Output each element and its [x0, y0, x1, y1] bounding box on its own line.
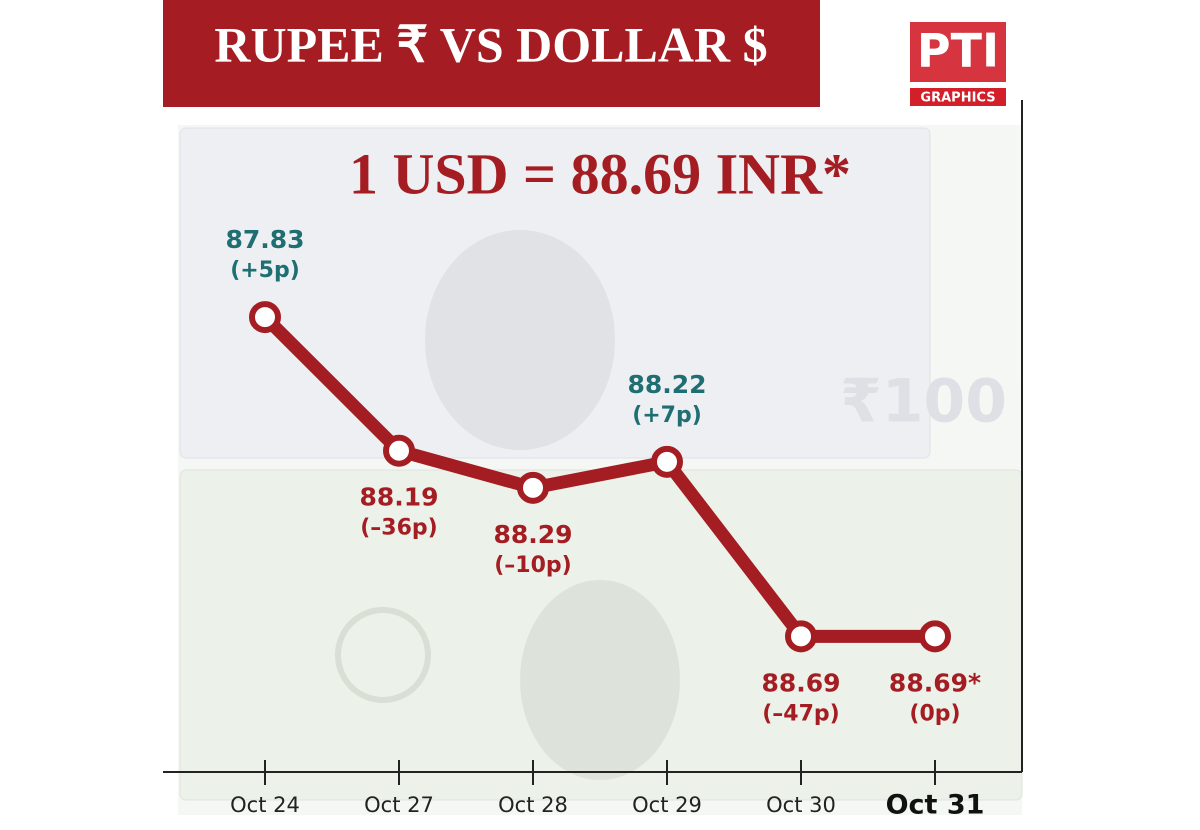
point [517, 471, 549, 504]
change-label: (0p) [909, 701, 960, 726]
banknote-background: ₹100 [178, 125, 1023, 815]
x-tick-label: Oct 30 [766, 793, 836, 817]
change-label: (–36p) [360, 516, 437, 541]
point [785, 620, 817, 653]
value-label: 88.19 [359, 483, 438, 512]
logo-subtext: GRAPHICS [920, 91, 995, 106]
x-tick-label: Oct 29 [632, 793, 702, 817]
title-bar [163, 0, 820, 107]
x-tick-label: Oct 27 [364, 793, 434, 817]
point [651, 445, 683, 478]
logo: PTI GRAPHICS [910, 22, 1006, 106]
value-label: 88.69* [889, 668, 981, 697]
logo-text: PTI [917, 24, 999, 78]
change-label: (+7p) [632, 403, 702, 428]
x-tick-label: Oct 31 [886, 790, 985, 821]
point [249, 301, 281, 334]
chart-title: RUPEE ₹ VS DOLLAR $ [214, 16, 767, 72]
value-label: 88.69 [761, 668, 840, 697]
value-label: 88.29 [493, 520, 572, 549]
point [919, 620, 951, 653]
line [260, 312, 935, 643]
x-tick-label: Oct 28 [498, 793, 568, 817]
change-label: (–10p) [494, 553, 571, 578]
value-label: 88.22 [627, 370, 706, 399]
chart-subtitle: 1 USD = 88.69 INR* [349, 141, 851, 206]
point [383, 434, 415, 467]
x-tick-label: Oct 24 [230, 793, 300, 817]
value-label: 87.83 [225, 225, 304, 254]
change-label: (+5p) [230, 258, 300, 283]
change-label: (–47p) [762, 701, 839, 726]
svg-text:₹100: ₹100 [840, 367, 1007, 437]
